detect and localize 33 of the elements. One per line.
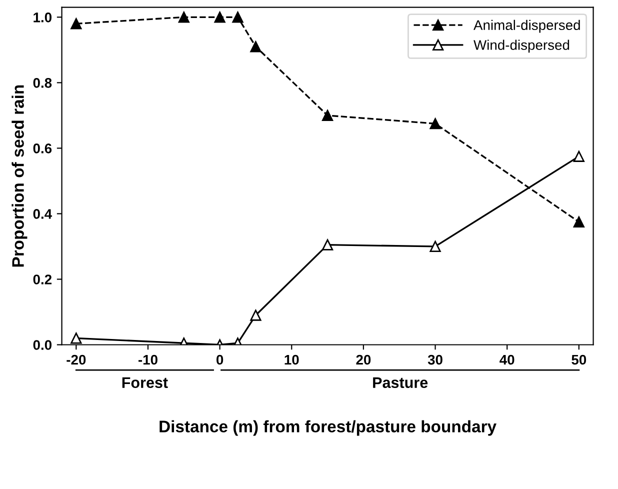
y-tick-label: 0.6 bbox=[33, 144, 52, 154]
point bbox=[70, 332, 82, 344]
point bbox=[573, 150, 584, 162]
y-tick-label: 0.2 bbox=[33, 274, 52, 284]
point bbox=[322, 239, 334, 250]
y-axis-title: Proportion of seed rain bbox=[12, 85, 28, 267]
x-tick-label: 40 bbox=[500, 354, 514, 365]
x-tick-label: 50 bbox=[572, 354, 586, 365]
legend-label: Animal-dispersed bbox=[474, 20, 580, 33]
point bbox=[430, 118, 441, 130]
y-tick-label: 0.8 bbox=[33, 78, 52, 88]
point bbox=[70, 18, 82, 30]
x-tick-label: -20 bbox=[66, 354, 86, 365]
point bbox=[430, 240, 441, 252]
point bbox=[250, 310, 262, 321]
x-tick-label: -10 bbox=[138, 354, 158, 365]
x-axis-title: Distance (m) from forest/pasture boundary bbox=[160, 420, 496, 436]
y-tick-label: 1.0 bbox=[34, 12, 52, 22]
x-tick-label: 10 bbox=[284, 354, 299, 365]
point bbox=[232, 12, 244, 23]
x-tick-label: 20 bbox=[356, 354, 371, 365]
x-tick-label: 0 bbox=[216, 354, 224, 365]
text: Pasture bbox=[373, 377, 428, 388]
x-tick-label: 30 bbox=[428, 354, 442, 365]
point bbox=[214, 12, 226, 23]
text: Forest bbox=[122, 377, 168, 388]
y-tick-label: 0.0 bbox=[33, 340, 52, 350]
point bbox=[250, 41, 262, 52]
point bbox=[178, 12, 190, 23]
point bbox=[322, 110, 334, 121]
legend-label: Wind-dispersed bbox=[474, 40, 570, 53]
y-tick-label: 0.4 bbox=[33, 209, 52, 219]
point bbox=[573, 216, 584, 228]
